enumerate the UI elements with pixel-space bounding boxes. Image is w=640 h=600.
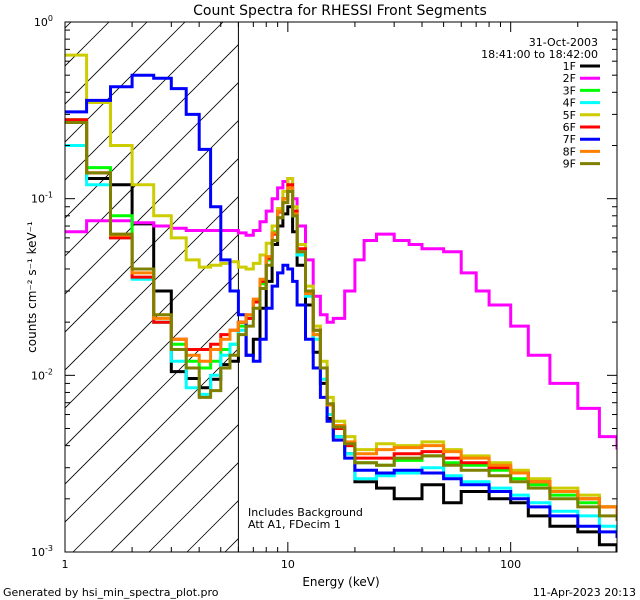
- hatch-line: [65, 82, 239, 257]
- y-tick-label: 10-3: [31, 544, 53, 559]
- series-line-7F: [65, 73, 617, 538]
- legend-label-5F: 5F: [563, 109, 576, 122]
- hatch-line: [65, 22, 186, 143]
- series-line-9F: [65, 121, 617, 521]
- hatch-line: [65, 44, 239, 219]
- date-label: 31-Oct-2003: [529, 36, 598, 49]
- annotation-attenuator: Att A1, FDecim 1: [248, 518, 341, 531]
- hatch-line: [65, 272, 239, 447]
- hatch-line: [148, 462, 239, 552]
- axes: 1 10 100 10-3 10-2 10-1 100: [31, 14, 618, 571]
- hatch-line: [65, 310, 239, 485]
- legend-label-2F: 2F: [563, 72, 576, 85]
- x-tick-label: 1: [62, 558, 69, 571]
- legend-label-8F: 8F: [563, 145, 576, 158]
- hatch-line: [453, 22, 640, 552]
- y-tick-label: 10-1: [31, 191, 53, 206]
- chart-title: Count Spectra for RHESSI Front Segments: [193, 3, 487, 19]
- time-range-label: 18:41:00 to 18:42:00: [481, 48, 598, 61]
- series-line-5F: [65, 53, 617, 516]
- x-axis-label: Energy (keV): [302, 575, 379, 589]
- legend-label-4F: 4F: [563, 97, 576, 110]
- hatch-line: [65, 22, 224, 181]
- hatch-line: [65, 158, 239, 333]
- x-tick-label: 100: [500, 558, 521, 571]
- hatched-region: [65, 22, 640, 552]
- hatch-line: [605, 22, 640, 552]
- annotation-background: Includes Background: [248, 506, 363, 519]
- series-line-4F: [65, 144, 617, 532]
- hatch-line: [110, 424, 239, 552]
- y-tick-label: 10-2: [31, 367, 53, 382]
- legend-label-1F: 1F: [563, 60, 576, 73]
- hatch-line: [65, 22, 148, 105]
- hatch-line: [72, 386, 239, 552]
- hatch-line: [65, 234, 239, 409]
- footer-generated: Generated by hsi_min_spectra_plot.pro: [3, 586, 219, 599]
- legend-label-3F: 3F: [563, 84, 576, 97]
- y-tick-label: 100: [34, 14, 53, 29]
- series-line-2F: [65, 177, 617, 450]
- hatch-line: [65, 348, 239, 523]
- hatch-line: [65, 120, 239, 295]
- series-group: [65, 53, 617, 552]
- plot-frame: [64, 21, 618, 553]
- legend-label-9F: 9F: [563, 158, 576, 171]
- legend-label-6F: 6F: [563, 121, 576, 134]
- hatch-line: [65, 196, 239, 371]
- x-tick-label: 10: [281, 558, 295, 571]
- footer-timestamp: 11-Apr-2023 20:13: [533, 586, 636, 599]
- y-axis-label: counts cm⁻² s⁻¹ keV⁻¹: [25, 221, 39, 353]
- hatch-line: [567, 22, 640, 552]
- legend-label-7F: 7F: [563, 133, 576, 146]
